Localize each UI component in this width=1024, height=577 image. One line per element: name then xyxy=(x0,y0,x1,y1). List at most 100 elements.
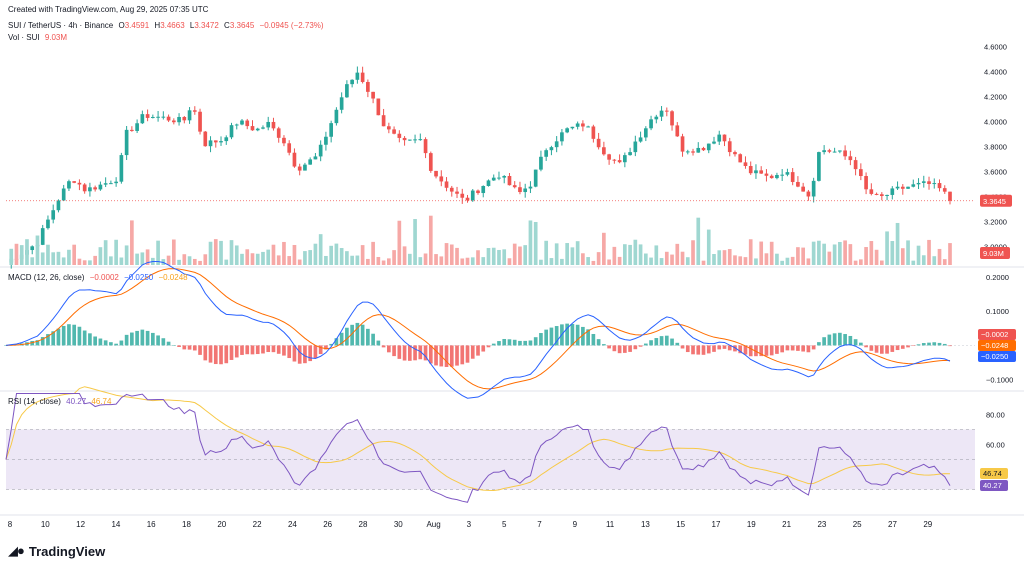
created-text: Created with TradingView.com, Aug 29, 20… xyxy=(8,5,209,14)
macd-hist-bar xyxy=(512,339,517,346)
candle-body xyxy=(900,186,905,189)
volume-bar xyxy=(98,247,103,265)
macd-hist-bar xyxy=(848,335,853,346)
volume-bar xyxy=(287,256,292,265)
symbol-label[interactable]: SUI / TetherUS · 4h · Binance xyxy=(8,21,114,30)
volume-bar xyxy=(423,253,428,265)
macd-hist-bar xyxy=(879,345,884,354)
macd-hist-bar xyxy=(46,334,50,346)
candle-body xyxy=(670,111,674,126)
macd-legend[interactable]: MACD (12, 26, close) −0.0002 −0.0250 −0.… xyxy=(8,273,191,282)
macd-hist-bar xyxy=(921,343,926,346)
last-price-badge xyxy=(980,194,1012,207)
volume-bar xyxy=(911,260,916,265)
candle-body xyxy=(937,183,942,189)
macd-hist-bar xyxy=(596,339,601,346)
low-value: 3.3472 xyxy=(194,21,219,30)
volume-bar xyxy=(470,257,475,265)
volume-bar xyxy=(523,245,528,265)
macd-hist-bar xyxy=(906,345,910,348)
volume-bar xyxy=(371,241,375,265)
volume-bar xyxy=(329,245,333,265)
macd-hist-bar xyxy=(539,333,543,346)
candle-body xyxy=(948,191,952,201)
volume-bar xyxy=(853,260,858,265)
candle-body xyxy=(444,181,449,188)
macd-hist-bar xyxy=(549,327,554,346)
rsi-legend[interactable]: RSI (14, close) 40.27 46.74 xyxy=(8,397,114,406)
x-tick-label: 17 xyxy=(712,520,721,529)
volume-bar xyxy=(696,217,701,265)
volume-bar xyxy=(549,258,554,265)
candle-body xyxy=(623,155,627,163)
last-price-label: 3.3645 xyxy=(983,197,1006,206)
candle-body xyxy=(455,191,459,194)
x-tick-label: 20 xyxy=(217,520,226,529)
macd-hist-bar xyxy=(88,333,92,346)
volume-bar xyxy=(14,243,19,265)
macd-hist-bar xyxy=(607,345,611,349)
macd-hist-bar xyxy=(937,342,942,346)
volume-bar xyxy=(392,250,396,265)
volume-legend[interactable]: Vol · SUI 9.03M xyxy=(8,33,70,42)
candle-body xyxy=(402,137,407,141)
volume-bar xyxy=(313,243,318,265)
candle-body xyxy=(198,111,202,132)
volume-bar xyxy=(691,240,695,265)
macd-label[interactable]: MACD (12, 26, close) xyxy=(8,273,85,282)
macd-hist-bar xyxy=(528,340,533,346)
volume-bar xyxy=(40,252,45,265)
x-tick-label: 25 xyxy=(853,520,862,529)
volume-bar xyxy=(528,220,533,265)
low-label: L xyxy=(189,21,195,30)
macd-hist-bar xyxy=(266,345,271,353)
macd-signal-value: −0.0248 xyxy=(158,273,188,282)
candle-body xyxy=(691,151,695,153)
volume-bar xyxy=(434,254,438,265)
candle-body xyxy=(297,166,302,171)
volume-bar xyxy=(937,248,942,265)
candle-body xyxy=(387,126,391,130)
ohlc-legend[interactable]: SUI / TetherUS · 4h · Binance O3.4591 H3… xyxy=(8,21,327,30)
volume-badge-label: 9.03M xyxy=(983,249,1004,258)
candle-body xyxy=(659,110,664,117)
macd-line xyxy=(5,260,951,399)
volume-bar xyxy=(790,256,795,265)
macd-hist-bar xyxy=(654,338,659,346)
volume-bar xyxy=(345,251,349,265)
macd-hist-bar xyxy=(130,332,134,346)
candle-body xyxy=(581,123,585,127)
volume-bar xyxy=(439,256,444,265)
price-y-tick: 3.2000 xyxy=(984,217,1007,226)
candle-body xyxy=(313,156,318,160)
volume-label[interactable]: Vol · SUI xyxy=(8,33,40,42)
volume-bar xyxy=(780,260,785,265)
rsi-label[interactable]: RSI (14, close) xyxy=(8,397,61,406)
candle-body xyxy=(177,116,181,123)
volume-bar xyxy=(864,247,868,265)
volume-bar xyxy=(130,220,134,265)
volume-bar xyxy=(775,253,779,265)
macd-y-tick: 0.2000 xyxy=(986,273,1009,282)
volume-bar xyxy=(397,220,402,265)
candle-body xyxy=(334,109,339,124)
macd-hist-bar xyxy=(633,345,638,350)
candle-body xyxy=(942,188,947,192)
x-tick-label: 7 xyxy=(537,520,542,529)
candle-body xyxy=(712,141,716,144)
rsi-ma-badge-label: 46.74 xyxy=(983,469,1002,478)
macd-hist-bar xyxy=(869,345,874,351)
volume-bar xyxy=(885,231,889,265)
macd-hist-bar xyxy=(481,345,486,352)
volume-bar xyxy=(832,244,837,265)
candle-body xyxy=(381,115,386,127)
candle-body xyxy=(785,172,790,175)
candle-body xyxy=(806,191,811,197)
macd-hist-bar xyxy=(544,329,549,346)
volume-bar xyxy=(271,244,276,265)
volume-bar xyxy=(407,253,412,265)
macd-hist-bar xyxy=(838,332,842,346)
macd-hist-bar xyxy=(890,345,895,352)
volume-bar xyxy=(428,215,433,265)
tradingview-logo[interactable]: ◢● TradingView xyxy=(8,543,105,559)
